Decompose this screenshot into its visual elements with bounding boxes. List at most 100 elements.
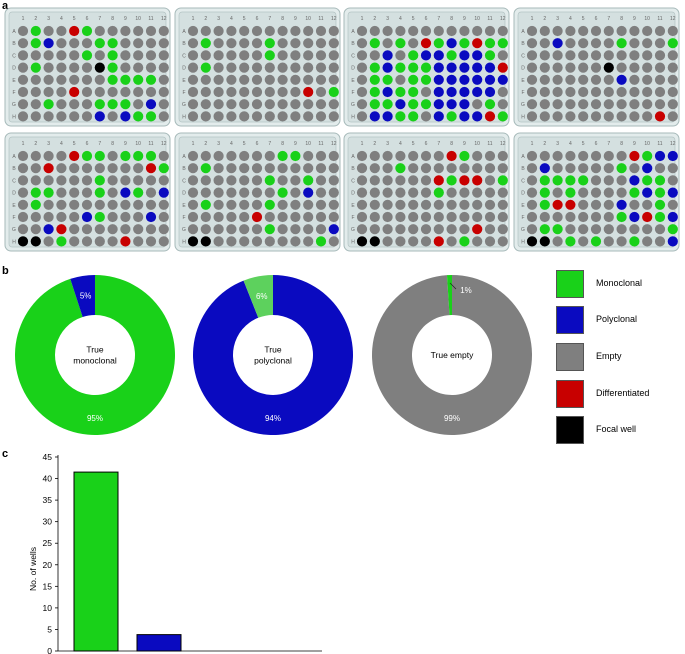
plate-well (382, 224, 393, 235)
plate-well (226, 86, 237, 98)
plate-well (56, 175, 67, 186)
plate-well (200, 111, 211, 122)
plate-row-label: B (521, 166, 525, 172)
plate-well (107, 187, 118, 198)
plate-well (603, 187, 614, 198)
plate-well (497, 38, 508, 49)
plate-well (552, 187, 563, 198)
plate-well (395, 224, 406, 235)
plate-well (226, 175, 237, 186)
plate-well (290, 86, 301, 98)
plate-well (226, 74, 237, 85)
plate-well (120, 224, 131, 235)
plate-well (446, 224, 457, 235)
plate-row-label: H (182, 114, 186, 120)
plate-well (315, 163, 327, 174)
plate-row-label: C (182, 178, 186, 184)
plate-col-label: 12 (670, 16, 676, 22)
plate-well (382, 236, 393, 247)
plate-col-label: 6 (425, 16, 428, 22)
plate-well (526, 86, 538, 98)
plate-well (30, 199, 41, 210)
plate-well (69, 211, 80, 223)
plate-row-label: F (12, 90, 15, 96)
y-tick-label: 20 (43, 560, 53, 570)
plate-well (382, 175, 393, 186)
panel-label-a: a (2, 0, 9, 12)
plate-well (395, 74, 406, 85)
plate-well (565, 74, 576, 85)
plate-row-label: A (12, 29, 16, 35)
plate-well (603, 38, 614, 49)
plate-col-label: 3 (386, 141, 389, 147)
plate-well (107, 99, 118, 110)
plate-well (251, 163, 263, 174)
plate-well (459, 150, 470, 162)
plate-row-label: F (351, 215, 354, 221)
plate-well (303, 74, 314, 85)
plate-row-label: G (12, 227, 16, 233)
plate-well (667, 25, 678, 37)
plate-well (369, 163, 380, 174)
plate-well (264, 50, 275, 61)
plate-well (107, 62, 118, 73)
plate-well (56, 50, 67, 61)
plate-well (578, 38, 589, 49)
plate-well (69, 38, 80, 49)
plate-well (145, 224, 157, 235)
legend-swatch (556, 343, 584, 371)
plate-well (408, 99, 419, 110)
plate-col-label: 8 (111, 141, 114, 147)
plate-well (69, 86, 80, 98)
plate-well (145, 199, 157, 210)
plate-well (459, 86, 470, 98)
plate-well (446, 199, 457, 210)
plate-col-label: 6 (425, 141, 428, 147)
plate-well (56, 236, 67, 247)
plate-well (459, 25, 470, 37)
plate-well (433, 175, 444, 186)
plate-well (145, 25, 157, 37)
plate-well (200, 86, 211, 98)
plate-well (315, 50, 327, 61)
plate-col-label: 5 (582, 141, 585, 147)
plate-well (43, 163, 54, 174)
plate-well (446, 74, 457, 85)
plate-well (81, 150, 93, 162)
plate-well (328, 211, 339, 223)
plate-row-label: D (521, 66, 525, 72)
plate-well (552, 224, 563, 235)
plate-well (420, 25, 432, 37)
plate-well (120, 99, 131, 110)
plate-col-label: 2 (204, 141, 207, 147)
plate-well (43, 150, 54, 162)
plate-row-label: B (351, 41, 355, 47)
plate-col-label: 6 (256, 16, 259, 22)
plate-row-label: G (182, 102, 186, 108)
plate-well (497, 187, 508, 198)
plate-well (251, 99, 263, 110)
plate-row-label: D (12, 191, 16, 197)
plate-well (395, 211, 406, 223)
plate-well (30, 74, 41, 85)
plate-well (213, 25, 224, 37)
plate-well (264, 111, 275, 122)
plate-well (472, 236, 483, 247)
plate-well (616, 74, 627, 85)
plate-well (642, 150, 653, 162)
plate-well (226, 236, 237, 247)
plate-well (420, 62, 432, 73)
plate-col-label: 11 (148, 16, 153, 22)
plate-well (251, 236, 263, 247)
plate-well (315, 187, 327, 198)
plate-well (433, 199, 444, 210)
plate-well (642, 62, 653, 73)
plate-col-label: 4 (569, 141, 572, 147)
plate-well (629, 111, 640, 122)
plate-well (616, 50, 627, 61)
plate-well (145, 111, 157, 122)
plate-well (226, 25, 237, 37)
plate-well (226, 99, 237, 110)
plate-well (654, 163, 666, 174)
plate-well (667, 199, 678, 210)
